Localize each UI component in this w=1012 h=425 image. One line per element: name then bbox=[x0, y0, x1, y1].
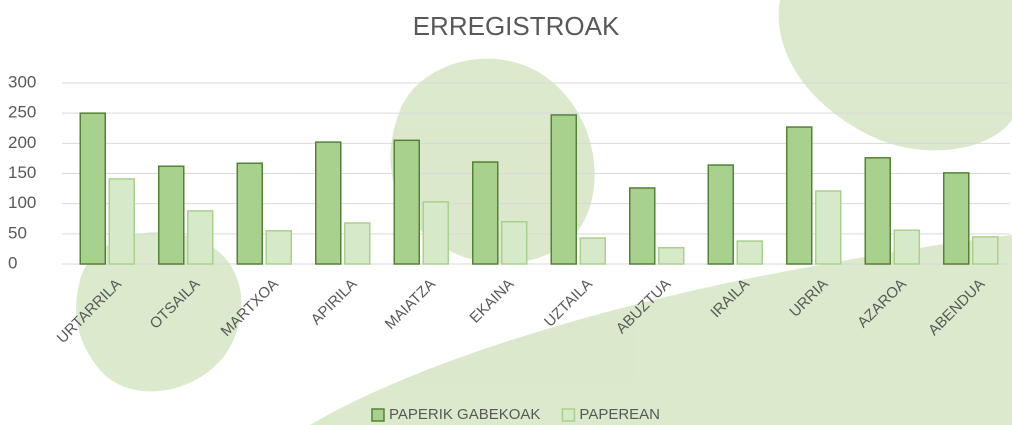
bar bbox=[159, 166, 184, 264]
bar bbox=[237, 163, 262, 264]
bar bbox=[551, 115, 576, 264]
chart-title: ERREGISTROAK bbox=[413, 11, 620, 41]
y-tick-label: 150 bbox=[8, 163, 36, 182]
legend-label: PAPERIK GABEKOAK bbox=[389, 406, 540, 423]
y-tick-label: 200 bbox=[8, 133, 36, 152]
x-tick-label: EKAINA bbox=[466, 276, 517, 327]
bar bbox=[630, 188, 655, 264]
bar bbox=[80, 113, 105, 264]
bar bbox=[502, 222, 527, 264]
x-tick-label: APIRILA bbox=[308, 276, 361, 329]
bar bbox=[266, 231, 291, 264]
legend-label: PAPEREAN bbox=[579, 406, 660, 423]
legend-swatch bbox=[372, 409, 384, 421]
y-tick-label: 300 bbox=[8, 72, 36, 91]
bar bbox=[394, 140, 419, 264]
y-tick-label: 50 bbox=[8, 223, 27, 242]
bar bbox=[787, 127, 812, 264]
bar bbox=[865, 158, 890, 264]
chart: ERREGISTROAK 050100150200250300URTARRILA… bbox=[0, 0, 1012, 425]
x-tick-label: MAIATZA bbox=[382, 276, 439, 333]
bar bbox=[894, 230, 919, 264]
y-tick-label: 100 bbox=[8, 193, 36, 212]
legend: PAPERIK GABEKOAK PAPEREAN bbox=[372, 406, 660, 423]
bar bbox=[973, 237, 998, 264]
y-tick-label: 0 bbox=[8, 253, 17, 272]
bar bbox=[473, 162, 498, 264]
bar bbox=[737, 241, 762, 264]
bar bbox=[816, 191, 841, 264]
bar bbox=[423, 202, 448, 264]
bar bbox=[316, 142, 341, 264]
blob bbox=[779, 0, 1012, 150]
bar bbox=[580, 238, 605, 264]
bar bbox=[188, 211, 213, 264]
bar bbox=[708, 165, 733, 264]
bar bbox=[944, 173, 969, 264]
y-tick-label: 250 bbox=[8, 103, 36, 122]
bar bbox=[109, 179, 134, 264]
bar bbox=[659, 248, 684, 264]
bar bbox=[345, 223, 370, 264]
legend-swatch bbox=[562, 409, 574, 421]
